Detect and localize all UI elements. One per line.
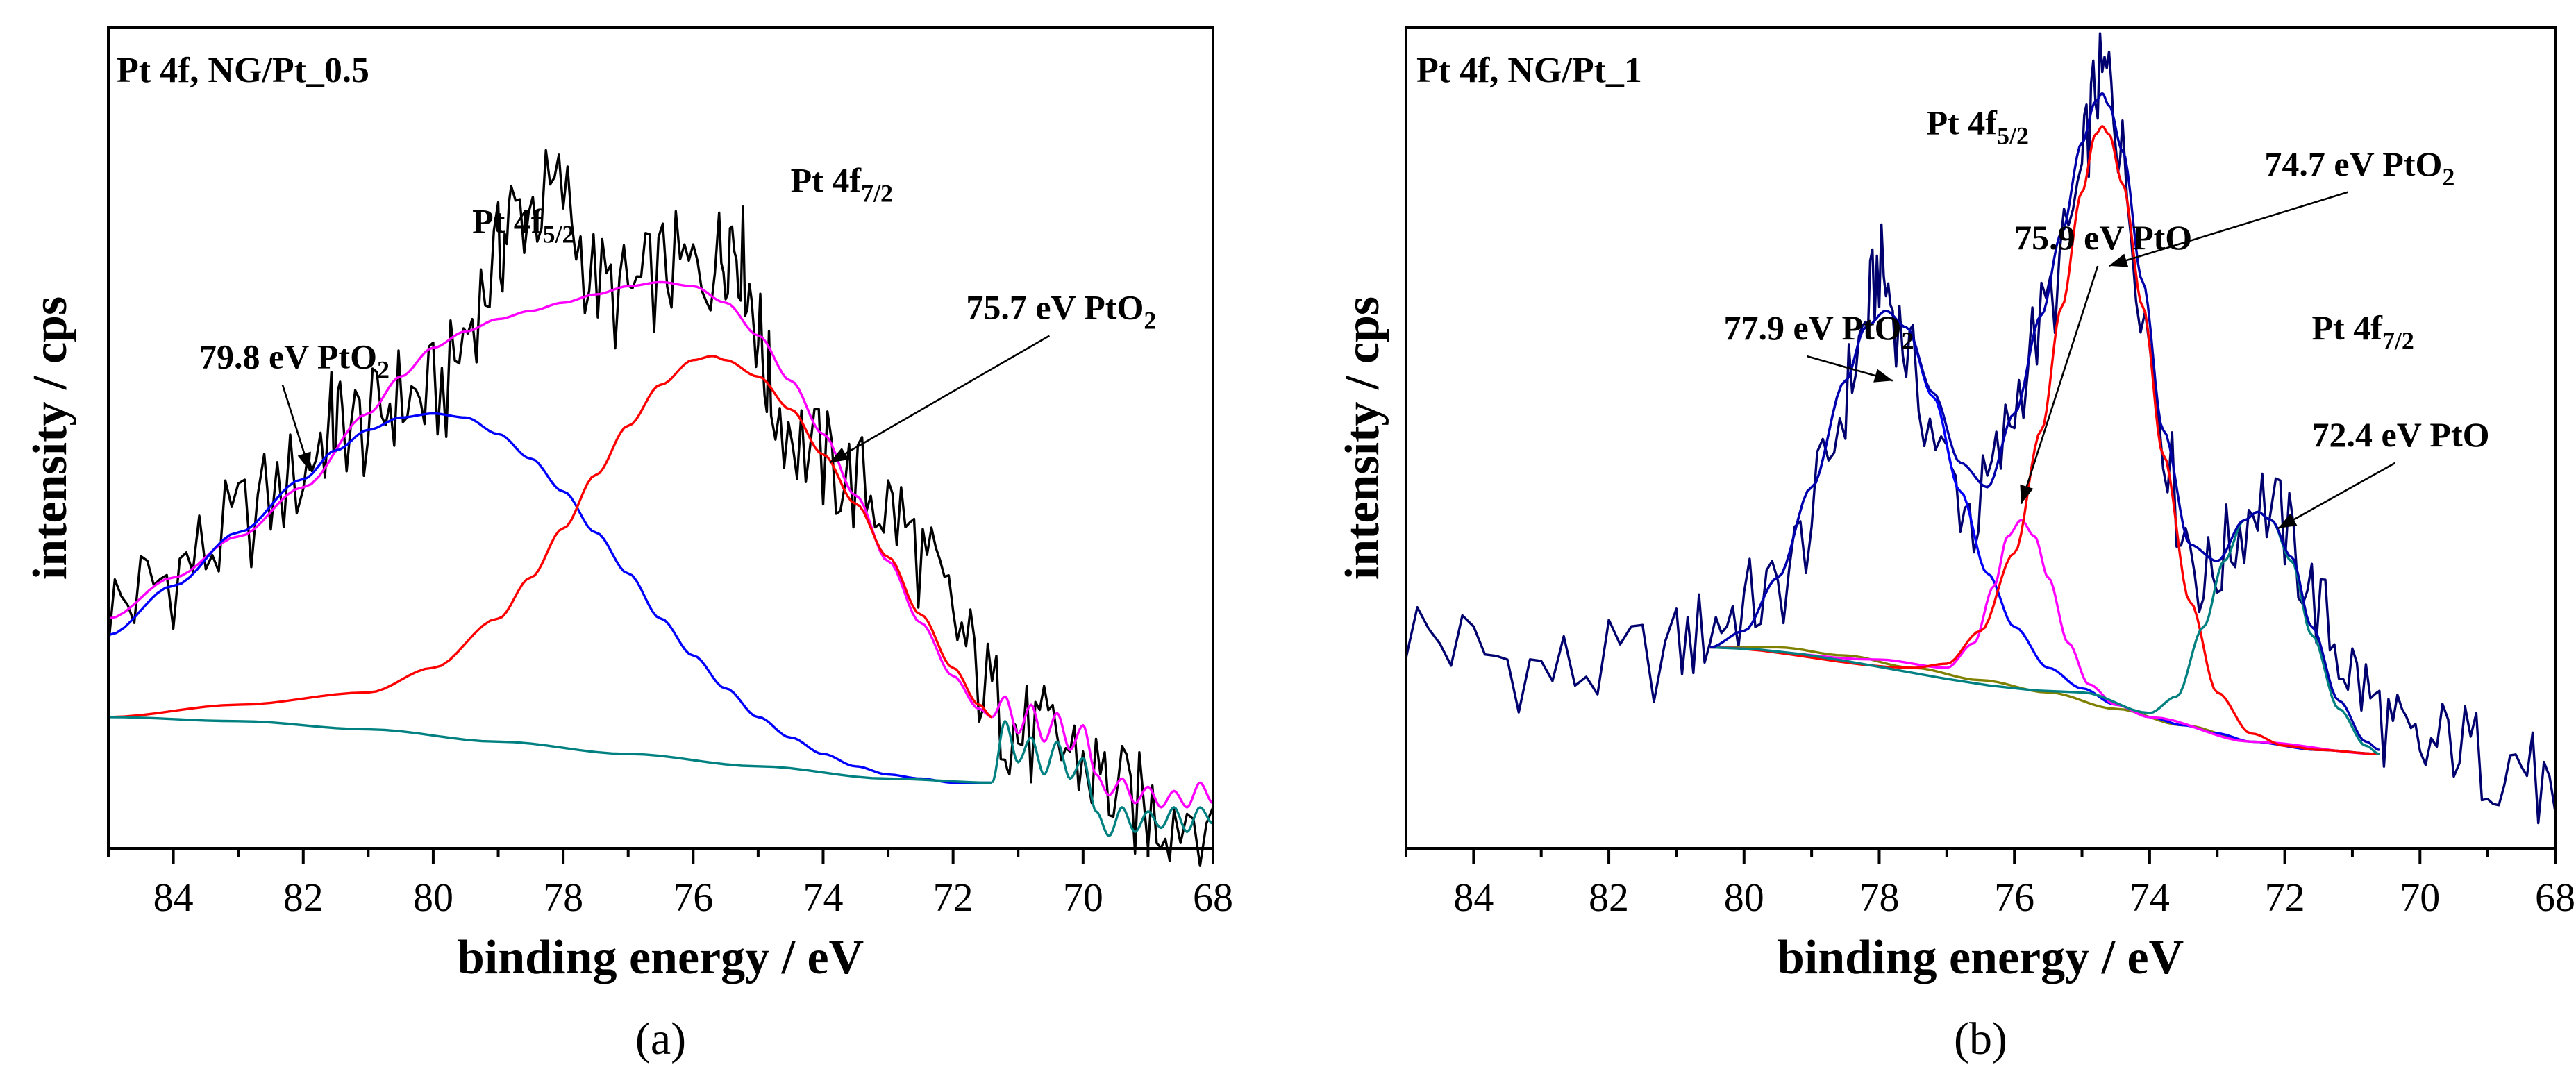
y-axis-label: intensity / cps — [24, 296, 77, 580]
peak-label: Pt 4f5/2 — [472, 202, 574, 249]
series-pto2-75-7-ev — [108, 355, 993, 719]
panel-b: 84 82 80 78 76 74 72 70 68 binding energy / eV int… — [1336, 26, 2575, 1064]
annotation-label: 72.4 eV PtO — [2312, 415, 2490, 454]
x-tick-label: 84 — [153, 875, 194, 920]
x-tick-label: 70 — [1063, 875, 1103, 920]
annotation-label: 79.8 eV PtO2 — [199, 337, 390, 384]
x-tick-label: 68 — [2535, 875, 2575, 920]
panel-title: Pt 4f, NG/Pt_0.5 — [117, 51, 369, 90]
series-raw — [1405, 32, 2557, 825]
peak-label: Pt 4f7/2 — [2312, 308, 2414, 355]
peak-label: Pt 4f5/2 — [1927, 103, 2029, 150]
annotation-arrowhead — [2277, 513, 2298, 529]
series-envelope — [108, 280, 993, 719]
y-axis-label: intensity / cps — [1336, 296, 1389, 580]
x-tick-label: 74 — [803, 875, 843, 920]
x-tick-label: 74 — [2130, 875, 2170, 920]
annotation-arrowhead — [2109, 253, 2129, 267]
series-tail-magenta — [991, 695, 1214, 809]
series-background — [108, 716, 992, 784]
annotation-label: 75.9 eV PtO — [2014, 218, 2192, 257]
x-tick-label: 72 — [2265, 875, 2305, 920]
annotation-arrow — [2020, 265, 2099, 504]
annotation-arrowhead — [1873, 369, 1893, 383]
panel-a: 84 82 80 78 76 74 72 70 68 binding energy / eV int… — [24, 26, 1233, 1064]
panel-title: Pt 4f, NG/Pt_1 — [1416, 51, 1642, 90]
x-tick-label: 68 — [1193, 875, 1233, 920]
annotation-arrow — [2277, 462, 2396, 530]
annotation-arrowhead — [829, 447, 849, 463]
x-tick-label: 78 — [543, 875, 583, 920]
x-tick-label: 70 — [2400, 875, 2440, 920]
x-tick-label: 76 — [673, 875, 713, 920]
x-tick-label: 82 — [1589, 875, 1629, 920]
series-pto2-74-7-ev — [1710, 125, 2380, 755]
annotation-arrow — [829, 335, 1051, 464]
series-pto2-79-8-ev — [108, 412, 992, 784]
series-pto-75-9-ev — [1710, 519, 2380, 755]
plot-frame — [1405, 26, 2557, 850]
x-tick-label: 76 — [1994, 875, 2034, 920]
plot-frame — [107, 26, 1214, 850]
series-tail-teal — [991, 720, 1214, 837]
panel-label: (a) — [635, 1014, 686, 1064]
x-axis-label: binding energy / eV — [1778, 931, 2184, 984]
annotation-label: 74.7 eV PtO2 — [2264, 144, 2454, 191]
x-tick-label: 78 — [1859, 875, 1899, 920]
annotation-label: 77.9 eV PtO2 — [1724, 308, 1914, 355]
peak-label: Pt 4f7/2 — [791, 160, 893, 207]
annotation-arrow — [2109, 191, 2348, 267]
x-tick-label: 82 — [283, 875, 324, 920]
x-tick-label: 72 — [933, 875, 973, 920]
series-raw — [107, 149, 1214, 867]
annotation-label: 75.7 eV PtO2 — [966, 288, 1156, 335]
x-axis-label: binding energy / eV — [458, 931, 864, 984]
annotation-arrowhead — [2020, 484, 2034, 504]
series-envelope — [1709, 92, 2380, 751]
panel-label: (b) — [1954, 1014, 2007, 1064]
annotation-arrowhead — [297, 451, 311, 471]
x-tick-label: 80 — [1724, 875, 1764, 920]
x-tick-label: 84 — [1453, 875, 1494, 920]
x-tick-label: 80 — [413, 875, 453, 920]
